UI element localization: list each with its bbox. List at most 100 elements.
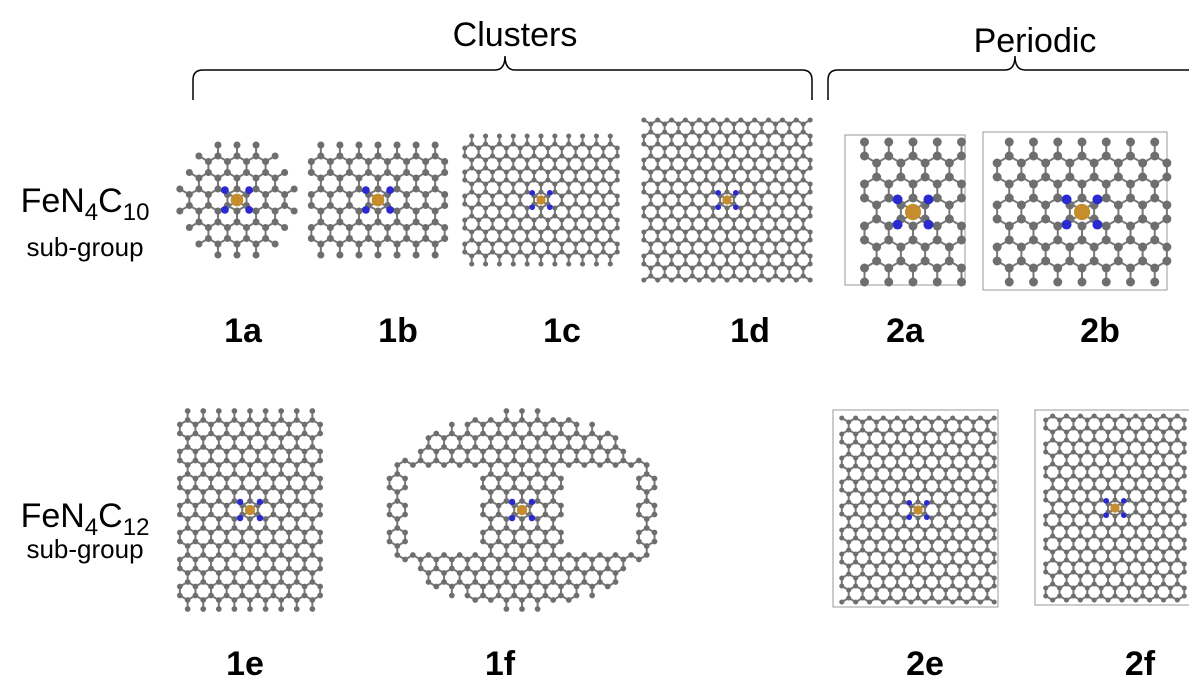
carbon-atom xyxy=(752,133,758,139)
carbon-atom xyxy=(270,511,277,518)
carbon-atom xyxy=(752,237,758,243)
carbon-atom xyxy=(431,218,439,226)
carbon-atom xyxy=(293,408,300,414)
carbon-atom xyxy=(901,539,907,545)
carbon-atom xyxy=(545,249,551,255)
carbon-atom xyxy=(476,201,482,207)
carbon-atom xyxy=(483,237,489,243)
carbon-atom xyxy=(932,137,942,147)
iron-atom xyxy=(230,193,244,207)
carbon-atom xyxy=(772,249,779,255)
carbon-atom xyxy=(807,189,813,195)
carbon-atom xyxy=(412,251,420,259)
carbon-atom xyxy=(309,417,316,423)
carbon-atom xyxy=(487,417,494,423)
carbon-atom xyxy=(710,117,716,123)
carbon-atom xyxy=(469,205,475,211)
carbon-atom xyxy=(641,117,647,123)
carbon-atom xyxy=(846,515,852,521)
carbon-atom xyxy=(558,430,564,437)
carbon-atom xyxy=(894,431,900,437)
carbon-atom xyxy=(480,484,486,491)
carbon-atom xyxy=(402,556,408,563)
carbon-atom xyxy=(920,158,930,168)
carbon-atom xyxy=(208,475,214,482)
carbon-atom xyxy=(894,463,900,469)
carbon-atom xyxy=(200,489,207,495)
carbon-atom xyxy=(1077,137,1087,147)
carbon-atom xyxy=(682,165,688,171)
carbon-atom xyxy=(270,565,277,572)
carbon-atom xyxy=(600,153,606,159)
carbon-atom xyxy=(448,457,455,464)
carbon-atom xyxy=(641,181,647,187)
carbon-atom xyxy=(301,556,308,563)
carbon-atom xyxy=(589,448,596,455)
carbon-atom xyxy=(738,261,744,267)
carbon-atom xyxy=(922,431,928,437)
carbon-atom xyxy=(441,579,447,585)
carbon-atom xyxy=(641,213,647,219)
carbon-atom xyxy=(519,606,525,612)
carbon-atom xyxy=(580,157,586,163)
carbon-atom xyxy=(489,249,496,255)
carbon-atom xyxy=(957,277,966,287)
carbon-atom xyxy=(846,595,852,601)
nitrogen-atom xyxy=(906,499,913,506)
carbon-atom xyxy=(1126,221,1135,231)
carbon-atom xyxy=(483,157,489,163)
carbon-atom xyxy=(944,172,954,182)
carbon-atom xyxy=(176,421,183,428)
carbon-atom xyxy=(231,516,238,522)
carbon-atom xyxy=(950,439,956,445)
carbon-atom xyxy=(860,467,866,473)
carbon-atom xyxy=(503,193,509,199)
carbon-atom xyxy=(1138,256,1148,266)
carbon-atom xyxy=(977,575,983,581)
carbon-atom xyxy=(510,189,516,195)
carbon-atom xyxy=(738,205,744,211)
carbon-atom xyxy=(476,217,482,223)
carbon-atom xyxy=(1126,263,1135,273)
carbon-atom xyxy=(984,587,990,593)
carbon-atom xyxy=(487,570,494,576)
carbon-atom xyxy=(880,503,886,509)
carbon-atom xyxy=(977,599,983,605)
carbon-atom xyxy=(552,213,558,219)
carbon-atom xyxy=(724,141,730,147)
carbon-atom xyxy=(853,583,859,589)
iron-atom xyxy=(516,504,528,516)
carbon-atom xyxy=(317,430,324,437)
carbon-atom xyxy=(510,261,516,267)
carbon-atom xyxy=(675,121,682,127)
carbon-atom xyxy=(1150,221,1160,231)
carbon-atom xyxy=(682,141,688,147)
carbon-atom xyxy=(293,579,300,585)
carbon-atom xyxy=(696,157,702,163)
carbon-atom xyxy=(566,261,572,267)
carbon-atom xyxy=(200,579,207,585)
carbon-atom xyxy=(724,261,730,267)
carbon-atom xyxy=(545,153,551,159)
carbon-atom xyxy=(884,221,894,231)
carbon-atom xyxy=(1162,158,1172,168)
carbon-atom xyxy=(772,153,779,159)
carbon-atom xyxy=(565,417,572,423)
carbon-atom xyxy=(922,583,928,589)
carbon-atom xyxy=(614,225,620,231)
carbon-atom xyxy=(738,165,744,171)
carbon-atom xyxy=(278,408,285,414)
carbon-atom xyxy=(262,543,269,549)
carbon-atom xyxy=(517,217,523,223)
carbon-atom xyxy=(929,563,935,569)
carbon-atom xyxy=(1004,137,1014,147)
carbon-atom xyxy=(873,491,879,497)
carbon-atom xyxy=(669,229,675,235)
carbon-atom xyxy=(1101,235,1111,245)
carbon-atom xyxy=(559,169,565,175)
carbon-atom xyxy=(614,169,620,175)
carbon-atom xyxy=(231,417,238,423)
carbon-atom xyxy=(766,261,772,267)
carbon-atom xyxy=(589,556,596,563)
carbon-atom xyxy=(759,169,765,175)
